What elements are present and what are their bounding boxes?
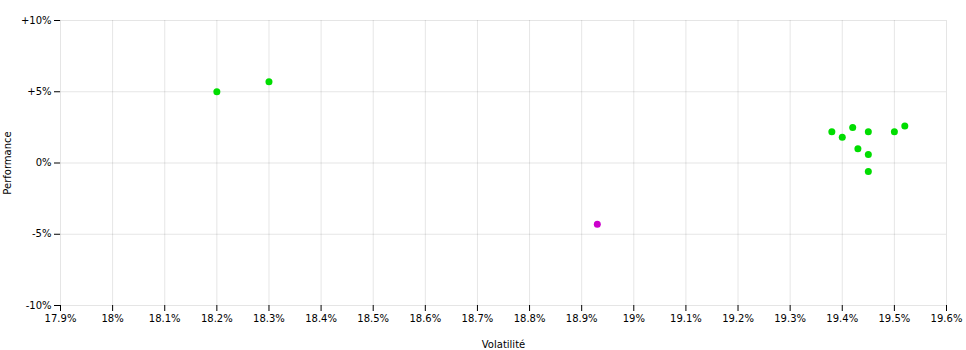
- svg-text:-5%: -5%: [32, 228, 51, 239]
- svg-text:18.7%: 18.7%: [462, 313, 494, 324]
- svg-text:18.5%: 18.5%: [357, 313, 389, 324]
- svg-text:18.6%: 18.6%: [409, 313, 441, 324]
- svg-text:Performance: Performance: [2, 131, 13, 194]
- svg-text:-10%: -10%: [26, 300, 52, 311]
- svg-text:19.5%: 19.5%: [878, 313, 910, 324]
- svg-text:Volatilité: Volatilité: [482, 339, 525, 350]
- svg-text:17.9%: 17.9%: [45, 313, 77, 324]
- svg-text:19.3%: 19.3%: [774, 313, 806, 324]
- svg-text:19.2%: 19.2%: [722, 313, 754, 324]
- svg-text:0%: 0%: [36, 157, 52, 168]
- svg-text:18.3%: 18.3%: [253, 313, 285, 324]
- svg-text:18%: 18%: [102, 313, 124, 324]
- svg-text:+10%: +10%: [21, 15, 52, 26]
- svg-text:18.8%: 18.8%: [514, 313, 546, 324]
- svg-text:19.6%: 19.6%: [931, 313, 963, 324]
- svg-text:19.4%: 19.4%: [826, 313, 858, 324]
- svg-text:18.9%: 18.9%: [566, 313, 598, 324]
- svg-text:19.1%: 19.1%: [670, 313, 702, 324]
- svg-text:+5%: +5%: [27, 86, 51, 97]
- svg-text:18.1%: 18.1%: [149, 313, 181, 324]
- svg-text:19%: 19%: [623, 313, 645, 324]
- svg-text:18.2%: 18.2%: [201, 313, 233, 324]
- svg-text:18.4%: 18.4%: [305, 313, 337, 324]
